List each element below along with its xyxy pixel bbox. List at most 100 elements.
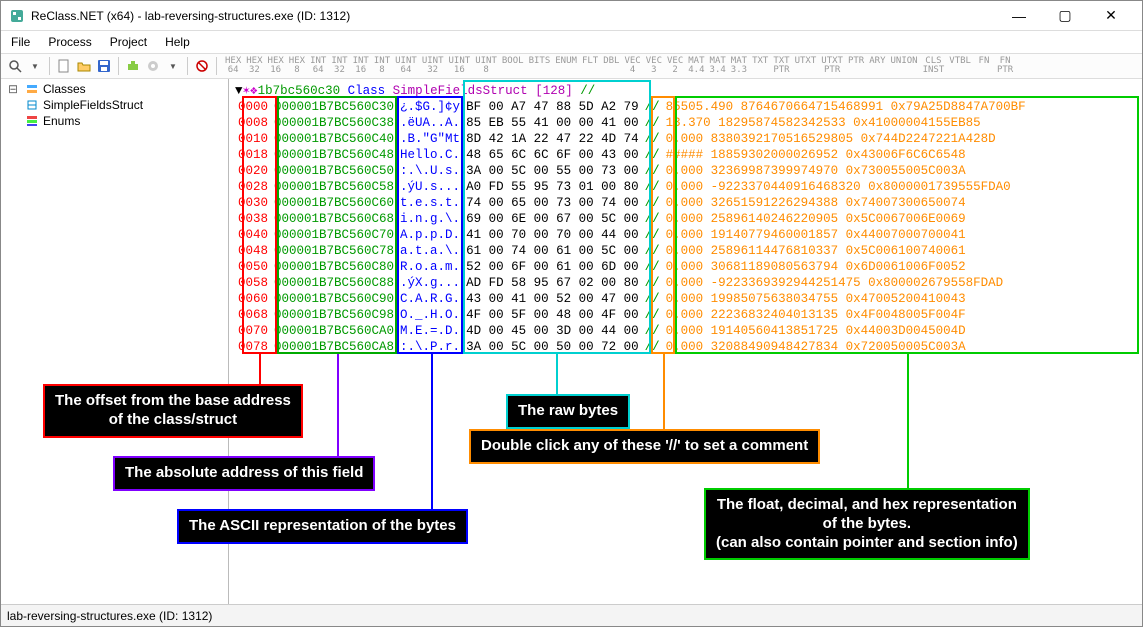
- comment-cell[interactable]: //: [642, 147, 663, 163]
- data-row[interactable]: 0058000001B7BC560C88.ýX.g...AD FD 58 95 …: [235, 275, 1136, 291]
- comment-cell[interactable]: //: [642, 291, 663, 307]
- type-button[interactable]: MAT4.4: [686, 57, 706, 75]
- attach-icon[interactable]: [194, 58, 210, 74]
- comment-cell[interactable]: //: [642, 131, 663, 147]
- tree-struct-item[interactable]: SimpleFieldsStruct: [5, 97, 224, 113]
- menu-help[interactable]: Help: [165, 35, 190, 49]
- type-button[interactable]: PTR: [846, 57, 866, 75]
- type-button[interactable]: HEX64: [223, 57, 243, 75]
- expand-icon[interactable]: ▼: [235, 84, 243, 98]
- type-button[interactable]: FNPTR: [995, 57, 1015, 75]
- type-button[interactable]: UNION: [889, 57, 920, 75]
- tree-classes[interactable]: ⊟ Classes: [5, 81, 224, 97]
- type-button[interactable]: ENUM: [553, 57, 579, 75]
- ascii-cell: Hello.C.: [397, 147, 463, 163]
- open-icon[interactable]: [76, 58, 92, 74]
- dropdown-icon[interactable]: ▼: [27, 58, 43, 74]
- gear-icon[interactable]: [145, 58, 161, 74]
- tree-enums[interactable]: Enums: [5, 113, 224, 129]
- type-button[interactable]: INT16: [351, 57, 371, 75]
- menu-process[interactable]: Process: [48, 35, 91, 49]
- type-button[interactable]: HEX16: [266, 57, 286, 75]
- comment-cell[interactable]: //: [642, 211, 663, 227]
- type-button[interactable]: BITS: [527, 57, 553, 75]
- type-button[interactable]: UINT32: [420, 57, 446, 75]
- type-button[interactable]: FLT: [580, 57, 600, 75]
- close-button[interactable]: ✕: [1088, 1, 1134, 31]
- type-button[interactable]: DBL: [601, 57, 621, 75]
- address-cell: 000001B7BC560C60: [271, 195, 397, 211]
- data-row[interactable]: 0010000001B7BC560C40.B."G"Mt8D 42 1A 22 …: [235, 131, 1136, 147]
- type-button[interactable]: VEC3: [644, 57, 664, 75]
- maximize-button[interactable]: ▢: [1042, 1, 1088, 31]
- type-button[interactable]: UINT64: [393, 57, 419, 75]
- class-header[interactable]: ▼✶❖1b7bc560c30 Class SimpleFieldsStruct …: [235, 83, 1136, 99]
- comment-cell[interactable]: //: [642, 259, 663, 275]
- type-button[interactable]: INT64: [308, 57, 328, 75]
- menu-project[interactable]: Project: [110, 35, 147, 49]
- new-icon[interactable]: [56, 58, 72, 74]
- type-button[interactable]: TXT: [750, 57, 770, 75]
- menu-file[interactable]: File: [11, 35, 30, 49]
- data-row[interactable]: 0018000001B7BC560C48Hello.C.48 65 6C 6C …: [235, 147, 1136, 163]
- data-row[interactable]: 0060000001B7BC560C90C.A.R.G.43 00 41 00 …: [235, 291, 1136, 307]
- type-button[interactable]: UTXT: [793, 57, 819, 75]
- values-cell: 13.370 18295874582342533 0x41000004155EB…: [663, 115, 984, 131]
- raw-bytes-cell: 4D 00 45 00 3D 00 44 00: [463, 323, 642, 339]
- data-row[interactable]: 0020000001B7BC560C50:.\.U.s.3A 00 5C 00 …: [235, 163, 1136, 179]
- comment-cell[interactable]: //: [642, 307, 663, 323]
- header-comment[interactable]: //: [580, 84, 595, 98]
- type-button[interactable]: UINT8: [473, 57, 499, 75]
- type-button[interactable]: HEX32: [244, 57, 264, 75]
- search-icon[interactable]: [7, 58, 23, 74]
- comment-cell[interactable]: //: [642, 99, 663, 115]
- type-button[interactable]: INT8: [372, 57, 392, 75]
- header-address[interactable]: 1b7bc560c30: [258, 84, 341, 98]
- minimize-button[interactable]: —: [996, 1, 1042, 31]
- type-button[interactable]: MAT3.3: [729, 57, 749, 75]
- type-button[interactable]: INT32: [329, 57, 349, 75]
- comment-cell[interactable]: //: [642, 227, 663, 243]
- data-row[interactable]: 0000000001B7BC560C30¿.$G.]¢yBF 00 A7 47 …: [235, 99, 1136, 115]
- data-row[interactable]: 0040000001B7BC560C70A.p.p.D.41 00 70 00 …: [235, 227, 1136, 243]
- comment-cell[interactable]: //: [642, 339, 663, 355]
- collapse-icon[interactable]: ⊟: [5, 82, 21, 96]
- comment-cell[interactable]: //: [642, 243, 663, 259]
- data-row[interactable]: 0008000001B7BC560C38.ëUA..A.85 EB 55 41 …: [235, 115, 1136, 131]
- type-button[interactable]: MAT3.4: [708, 57, 728, 75]
- data-row[interactable]: 0030000001B7BC560C60t.e.s.t.74 00 65 00 …: [235, 195, 1136, 211]
- comment-cell[interactable]: //: [642, 179, 663, 195]
- type-button[interactable]: BOOL: [500, 57, 526, 75]
- type-button[interactable]: TXTPTR: [771, 57, 791, 75]
- comment-cell[interactable]: //: [642, 323, 663, 339]
- type-button[interactable]: FN: [974, 57, 994, 75]
- header-class-name[interactable]: SimpleFieldsStruct: [393, 84, 528, 98]
- data-row[interactable]: 0078000001B7BC560CA8:.\.P.r.3A 00 5C 00 …: [235, 339, 1136, 355]
- comment-cell[interactable]: //: [642, 115, 663, 131]
- data-row[interactable]: 0038000001B7BC560C68i.n.g.\.69 00 6E 00 …: [235, 211, 1136, 227]
- save-icon[interactable]: [96, 58, 112, 74]
- ascii-cell: :.\.P.r.: [397, 339, 463, 355]
- type-button[interactable]: ARY: [867, 57, 887, 75]
- comment-cell[interactable]: //: [642, 195, 663, 211]
- type-button[interactable]: VEC2: [665, 57, 685, 75]
- comment-cell[interactable]: //: [642, 275, 663, 291]
- header-icons[interactable]: ✶❖: [243, 84, 258, 98]
- type-button[interactable]: VTBL: [947, 57, 973, 75]
- raw-bytes-cell: 85 EB 55 41 00 00 41 00: [463, 115, 642, 131]
- dropdown-icon[interactable]: ▼: [165, 58, 181, 74]
- data-row[interactable]: 0050000001B7BC560C80R.o.a.m.52 00 6F 00 …: [235, 259, 1136, 275]
- type-button[interactable]: CLSINST: [921, 57, 947, 75]
- address-cell: 000001B7BC560CA0: [271, 323, 397, 339]
- type-button[interactable]: VEC4: [622, 57, 642, 75]
- data-row[interactable]: 0048000001B7BC560C78a.t.a.\.61 00 74 00 …: [235, 243, 1136, 259]
- data-row[interactable]: 0028000001B7BC560C58.ýU.s...A0 FD 55 95 …: [235, 179, 1136, 195]
- type-button[interactable]: UINT16: [447, 57, 473, 75]
- comment-cell[interactable]: //: [642, 163, 663, 179]
- plugin-icon[interactable]: [125, 58, 141, 74]
- data-row[interactable]: 0070000001B7BC560CA0M.E.=.D.4D 00 45 00 …: [235, 323, 1136, 339]
- main-view: ▼✶❖1b7bc560c30 Class SimpleFieldsStruct …: [229, 79, 1142, 606]
- type-button[interactable]: HEX8: [287, 57, 307, 75]
- type-button[interactable]: UTXTPTR: [819, 57, 845, 75]
- data-row[interactable]: 0068000001B7BC560C98O._.H.O.4F 00 5F 00 …: [235, 307, 1136, 323]
